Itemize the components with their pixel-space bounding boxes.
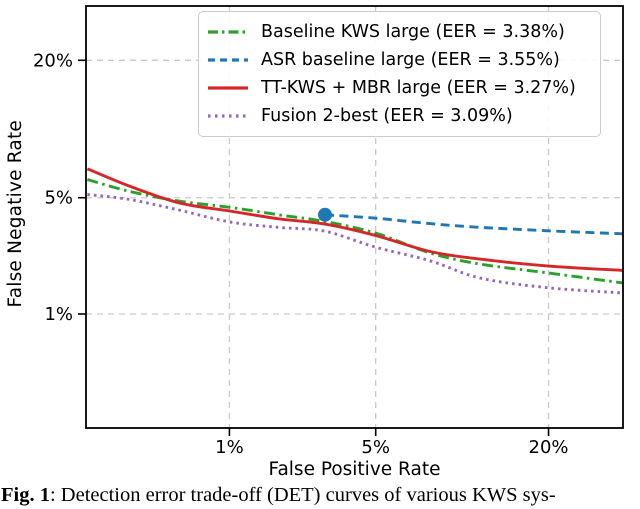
legend-label: ASR baseline large (EER = 3.55%) bbox=[261, 50, 560, 70]
plot-border bbox=[85, 5, 624, 429]
legend-entry: ASR baseline large (EER = 3.55%) bbox=[205, 46, 592, 74]
legend-label: TT-KWS + MBR large (EER = 3.27%) bbox=[261, 78, 576, 98]
legend-line-sample bbox=[208, 58, 248, 62]
series-curve-2 bbox=[86, 167, 623, 272]
y-tick-label: 5% bbox=[44, 188, 73, 209]
series-curve-3 bbox=[87, 193, 623, 295]
asr-operating-point-marker bbox=[318, 207, 333, 222]
x-axis-label: False Positive Rate bbox=[268, 459, 441, 480]
x-tick-label: 5% bbox=[361, 437, 390, 458]
legend: Baseline KWS large (EER = 3.38%) ASR base… bbox=[198, 11, 601, 137]
x-tick-label: 20% bbox=[529, 437, 569, 458]
legend-line-sample bbox=[208, 30, 248, 34]
det-plot-canvas: 1% 5% 20% 1% 5% 20% bbox=[33, 5, 624, 458]
legend-line-sample bbox=[208, 114, 248, 118]
legend-label: Fusion 2-best (EER = 3.09%) bbox=[261, 106, 513, 126]
y-tick-label: 20% bbox=[33, 50, 73, 71]
legend-entry: TT-KWS + MBR large (EER = 3.27%) bbox=[205, 74, 592, 102]
y-tick-label: 1% bbox=[44, 304, 73, 325]
caption-label: Fig. 1 bbox=[1, 484, 50, 506]
legend-line-sample bbox=[208, 86, 248, 90]
figure-caption: Fig. 1: Detection error trade-off (DET) … bbox=[1, 484, 640, 507]
y-axis-label: False Negative Rate bbox=[5, 120, 26, 308]
legend-label: Baseline KWS large (EER = 3.38%) bbox=[261, 22, 565, 42]
caption-text: : Detection error trade-off (DET) curves… bbox=[49, 484, 556, 506]
x-tick-label: 1% bbox=[215, 437, 244, 458]
legend-entry: Baseline KWS large (EER = 3.38%) bbox=[205, 18, 592, 46]
legend-entry: Fusion 2-best (EER = 3.09%) bbox=[205, 102, 592, 130]
series-curve-1 bbox=[324, 213, 623, 236]
